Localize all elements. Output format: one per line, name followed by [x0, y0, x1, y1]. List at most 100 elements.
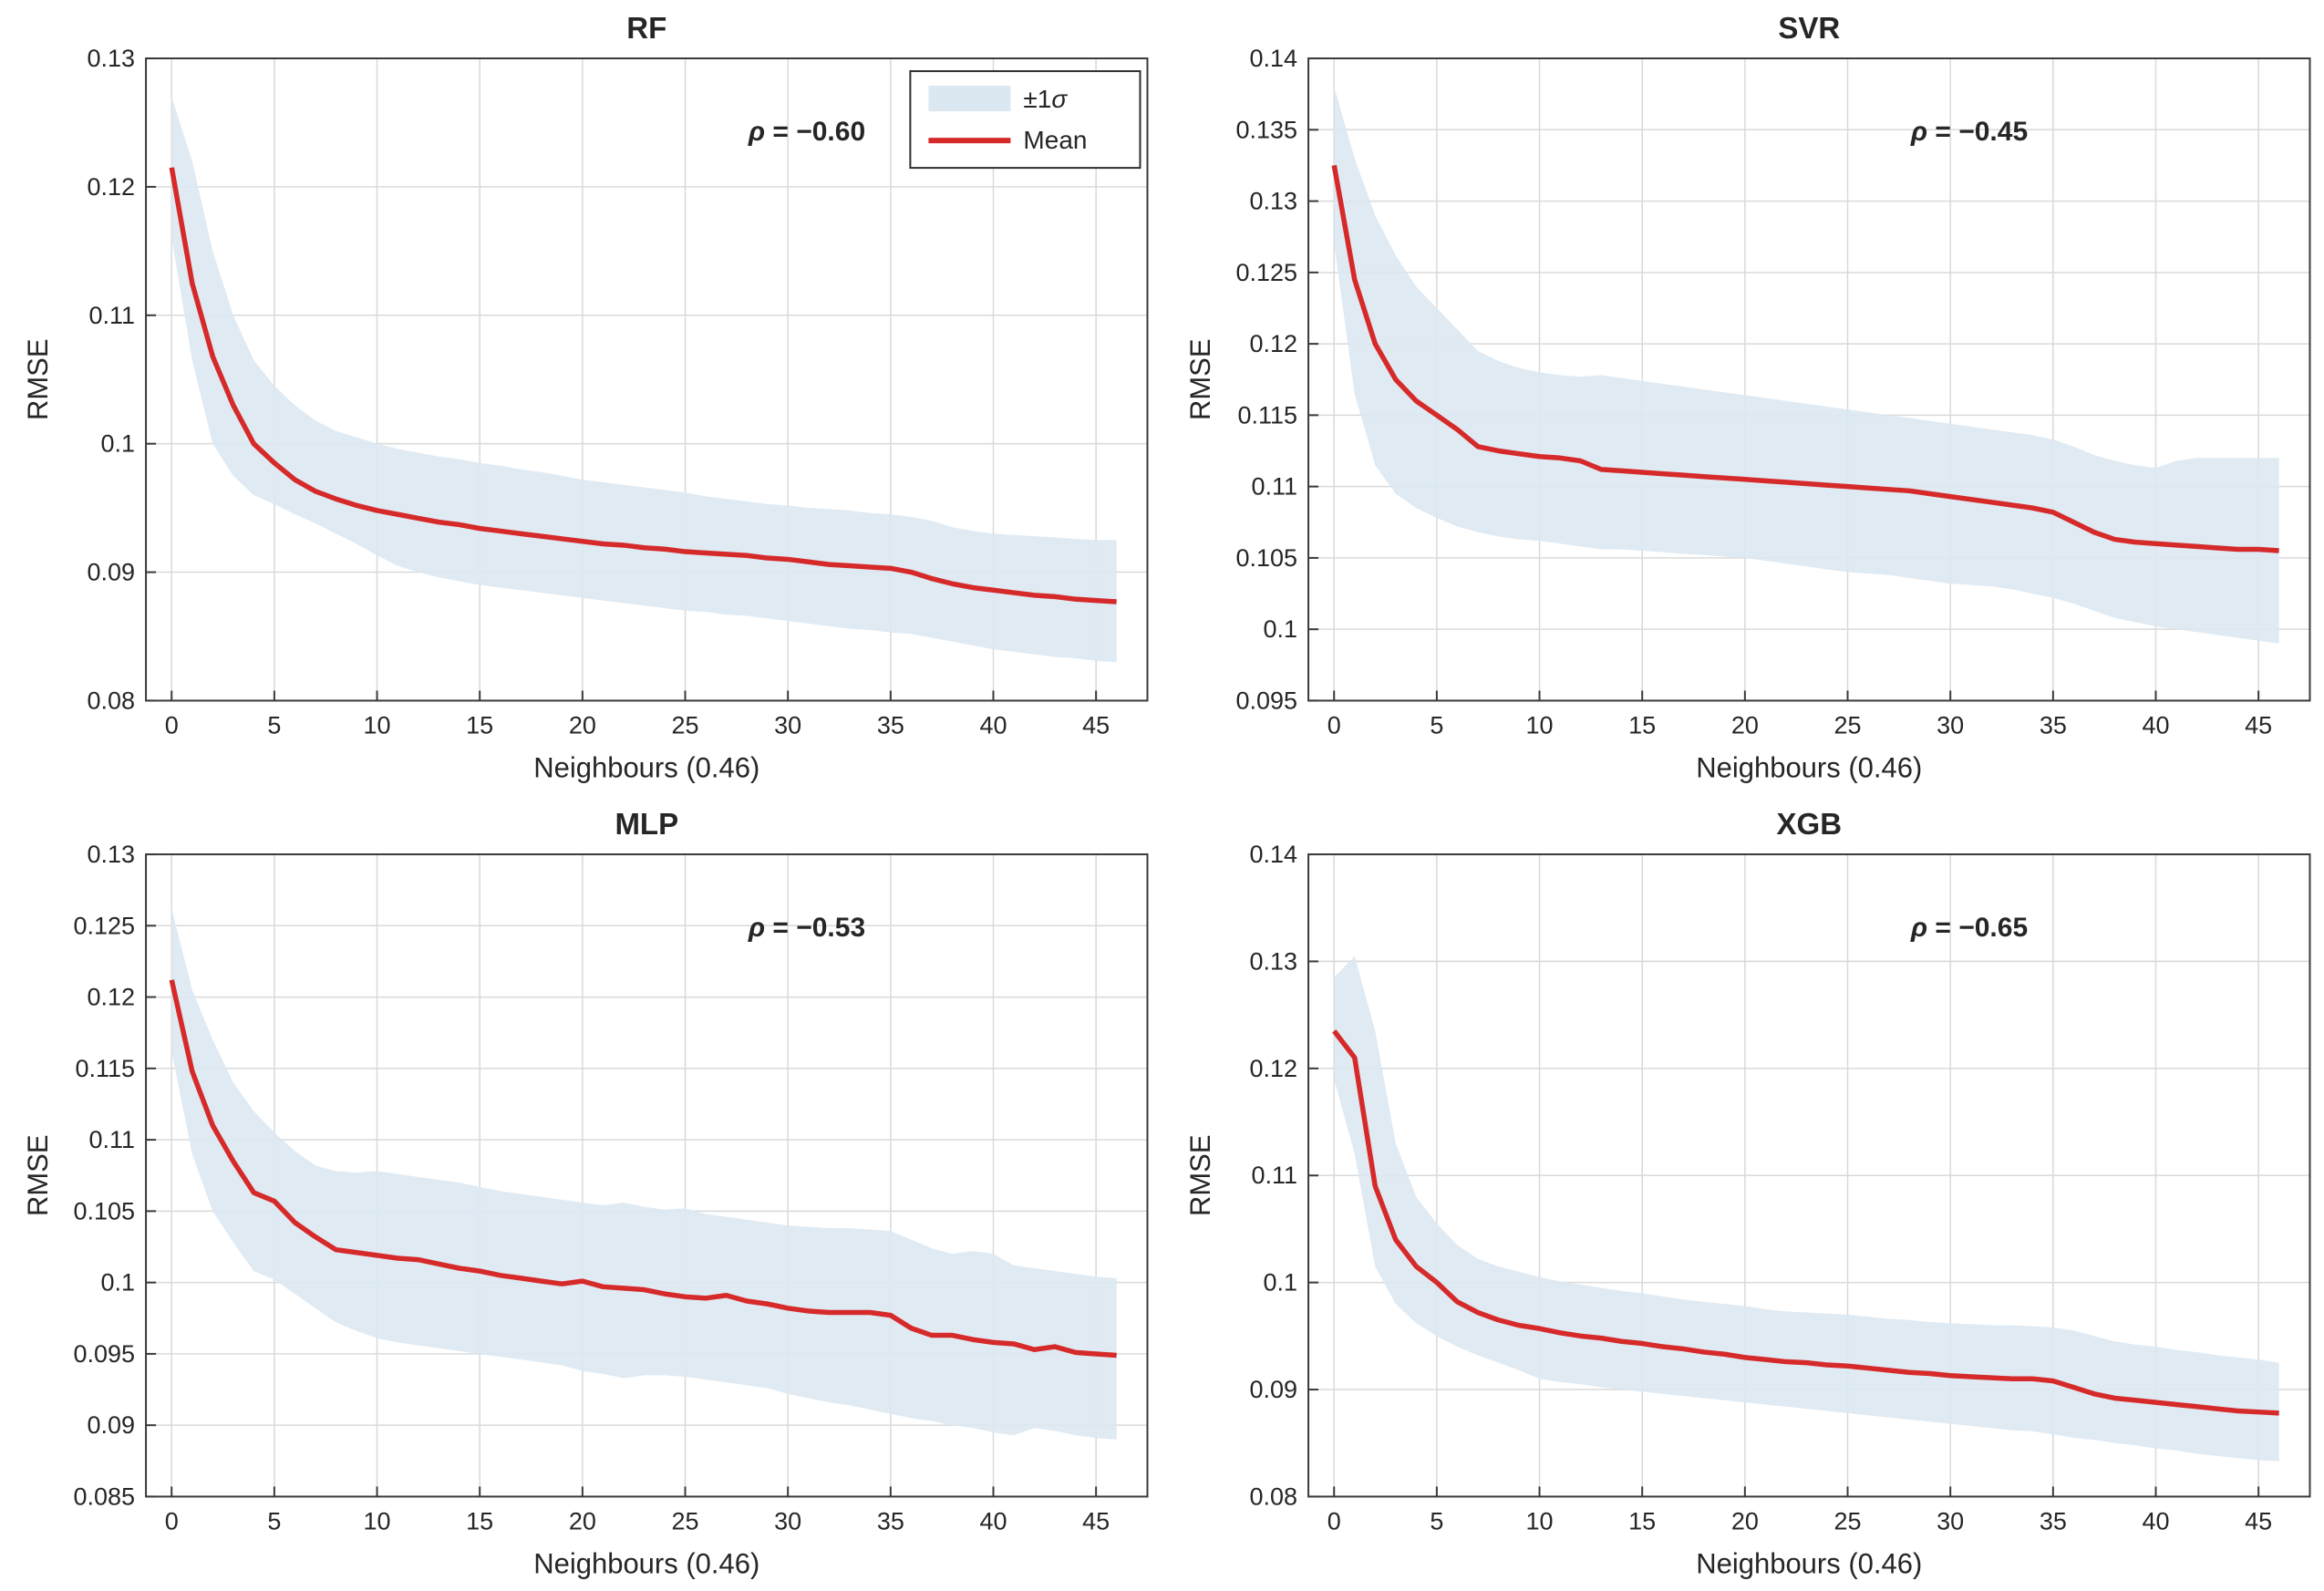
x-tick-label: 10 [1525, 1507, 1553, 1534]
chart-cell-mlp: 0 5 10 15 20 25 30 35 40 45 0.085 0.09 0.095 0.1 0.105… [0, 796, 1162, 1591]
chart-cell-svr: 0 5 10 15 20 25 30 35 40 45 0.095 0.1 0.105 0.11 0.115… [1162, 0, 2324, 796]
x-axis-label: Neighbours (0.46) [1696, 1547, 1922, 1579]
y-tick-label: 0.14 [1249, 45, 1297, 72]
x-tick-label: 20 [1730, 711, 1758, 739]
x-tick-label: 0 [1327, 711, 1340, 739]
chart-svg-rf: 0 5 10 15 20 25 30 35 40 45 0.08 0.09 0.1 0.11 0.12 0.1… [22, 11, 1149, 783]
x-tick-label: 40 [979, 711, 1007, 739]
y-tick-label: 0.095 [73, 1339, 135, 1367]
x-tick-label: 5 [267, 1507, 281, 1534]
y-tick-label: 0.105 [73, 1197, 135, 1224]
y-tick-label: 0.095 [1235, 687, 1297, 714]
x-axis-label: Neighbours (0.46) [533, 1547, 759, 1579]
sigma-band [1333, 87, 2279, 644]
sigma-band [1333, 956, 2279, 1462]
y-tick-label: 0.105 [1235, 544, 1297, 572]
x-tick-label: 20 [569, 711, 596, 739]
mean-line [169, 167, 1117, 604]
x-tick-label: 35 [877, 711, 904, 739]
x-tick-label: 0 [1327, 1507, 1340, 1534]
y-axis-label: RMSE [22, 1134, 54, 1216]
y-tick-label: 0.125 [1235, 259, 1297, 286]
x-tick-label: 20 [569, 1507, 596, 1534]
y-tick-label: 0.115 [1237, 401, 1297, 429]
y-tick-label: 0.12 [88, 983, 136, 1010]
y-tick-label: 0.1 [101, 1268, 136, 1296]
x-tick-label: 25 [1833, 711, 1861, 739]
y-axis-label: RMSE [22, 338, 54, 420]
mean-line [169, 978, 1117, 1358]
x-tick-label: 0 [165, 1507, 179, 1534]
y-tick-label: 0.1 [1263, 615, 1297, 643]
x-tick-label: 25 [1833, 1507, 1861, 1534]
y-tick-label: 0.13 [1249, 188, 1297, 215]
y-tick-label: 0.13 [88, 841, 136, 868]
y-tick-label: 0.14 [1249, 841, 1297, 868]
x-tick-label: 10 [364, 1507, 391, 1534]
y-tick-label: 0.1 [101, 430, 136, 458]
y-tick-label: 0.08 [1249, 1483, 1297, 1510]
y-tick-label: 0.085 [73, 1483, 135, 1510]
x-tick-label: 10 [1525, 711, 1553, 739]
plot-border [1307, 57, 2310, 702]
rho-annotation: ρ = −0.65 [1909, 913, 2027, 943]
x-tick-label: 40 [979, 1507, 1007, 1534]
y-tick-label: 0.09 [88, 1411, 136, 1439]
x-tick-label: 40 [2142, 711, 2169, 739]
plot-border [145, 57, 1149, 702]
rho-annotation: ρ = −0.53 [748, 913, 865, 943]
x-axis-label: Neighbours (0.46) [533, 751, 759, 783]
plot-border [145, 852, 1149, 1497]
y-tick-label: 0.115 [76, 1054, 136, 1081]
chart-title: SVR [1778, 11, 1840, 45]
y-tick-label: 0.09 [1249, 1376, 1297, 1403]
x-tick-label: 30 [1937, 1507, 1964, 1534]
chart-title: MLP [615, 807, 678, 841]
x-tick-label: 0 [165, 711, 179, 739]
mean-line [1331, 164, 2279, 553]
x-tick-label: 30 [1937, 711, 1964, 739]
x-tick-label: 45 [1082, 711, 1110, 739]
chart-cell-rf: 0 5 10 15 20 25 30 35 40 45 0.08 0.09 0.1 0.11 0.12 0.1… [0, 0, 1162, 796]
chart-svg-mlp: 0 5 10 15 20 25 30 35 40 45 0.085 0.09 0.095 0.1 0.105… [22, 807, 1149, 1579]
y-tick-label: 0.13 [88, 45, 136, 72]
sigma-band [171, 97, 1117, 663]
sigma-band [171, 907, 1117, 1440]
x-tick-label: 15 [466, 1507, 493, 1534]
chart-svg-xgb: 0 5 10 15 20 25 30 35 40 45 0.08 0.09 0.1 0.11 0.12 0.1… [1184, 807, 2310, 1579]
x-tick-label: 30 [774, 1507, 801, 1534]
chart-cell-xgb: 0 5 10 15 20 25 30 35 40 45 0.08 0.09 0.1 0.11 0.12 0.1… [1162, 796, 2324, 1591]
y-axis-label: RMSE [1184, 1134, 1216, 1216]
legend-mean-label: Mean [1023, 126, 1087, 154]
x-tick-label: 35 [877, 1507, 904, 1534]
x-tick-label: 15 [466, 711, 493, 739]
y-tick-label: 0.11 [1251, 1162, 1297, 1189]
chart-title: RF [626, 11, 666, 45]
chart-svg-svr: 0 5 10 15 20 25 30 35 40 45 0.095 0.1 0.105 0.11 0.115… [1184, 11, 2310, 783]
x-tick-label: 35 [2039, 711, 2066, 739]
x-tick-label: 15 [1628, 1507, 1656, 1534]
y-tick-label: 0.12 [1249, 330, 1297, 357]
mean-line [1331, 1028, 2279, 1416]
x-tick-label: 30 [774, 711, 801, 739]
rho-annotation: ρ = −0.60 [748, 117, 865, 147]
y-axis-label: RMSE [1184, 338, 1216, 420]
x-tick-label: 45 [1082, 1507, 1110, 1534]
plot-border [1307, 852, 2310, 1497]
x-axis-label: Neighbours (0.46) [1696, 751, 1922, 783]
x-tick-label: 20 [1730, 1507, 1758, 1534]
y-tick-label: 0.13 [1249, 947, 1297, 975]
legend-band-swatch [928, 86, 1011, 112]
x-tick-label: 5 [1430, 711, 1443, 739]
x-tick-label: 15 [1628, 711, 1656, 739]
y-tick-label: 0.12 [88, 173, 136, 201]
y-tick-label: 0.11 [1251, 473, 1297, 501]
x-tick-label: 45 [2245, 1507, 2272, 1534]
x-tick-label: 5 [267, 711, 281, 739]
y-tick-label: 0.09 [88, 559, 136, 586]
x-tick-label: 5 [1430, 1507, 1443, 1534]
legend-band-label: ±1σ [1023, 85, 1068, 113]
x-tick-label: 40 [2142, 1507, 2169, 1534]
chart-title: XGB [1776, 807, 1842, 841]
